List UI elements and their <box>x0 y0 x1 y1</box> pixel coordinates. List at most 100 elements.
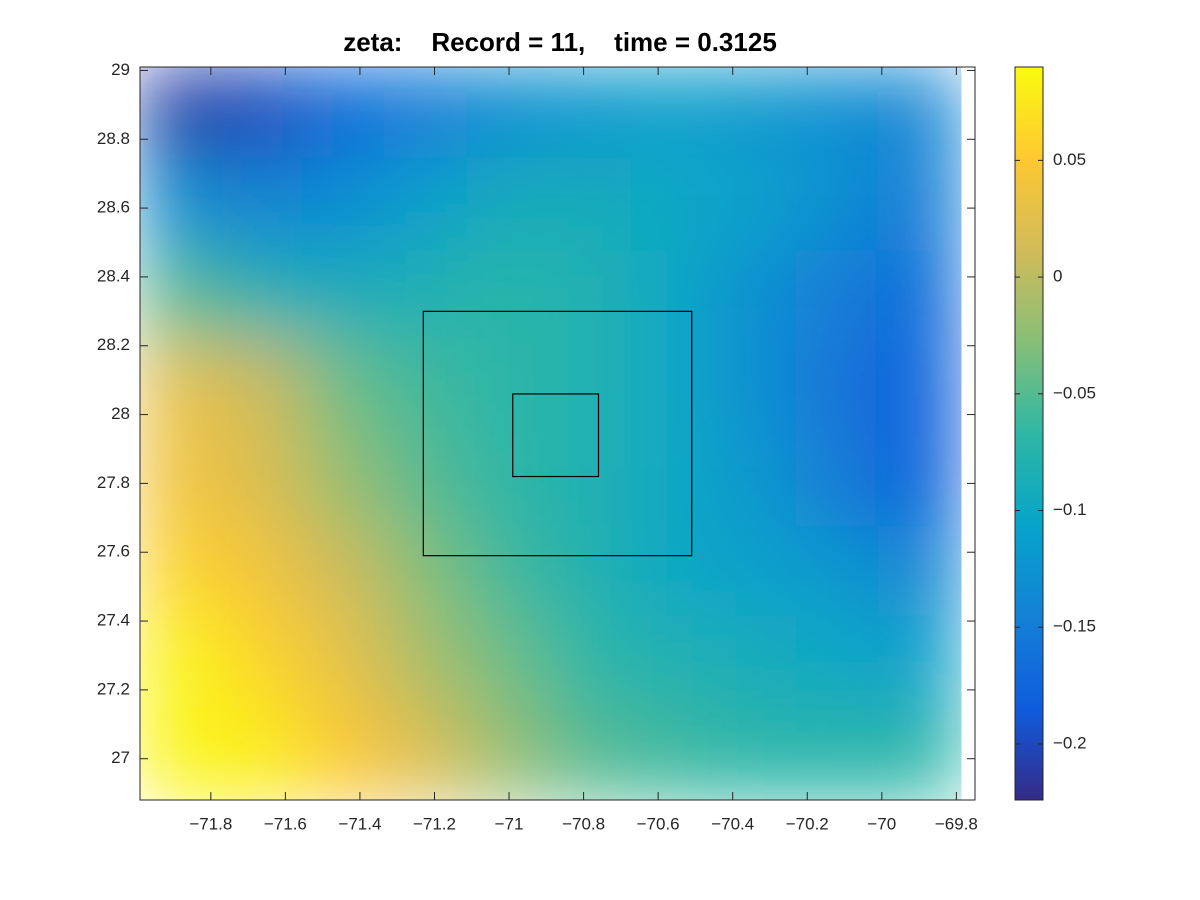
heat-cell <box>220 433 306 527</box>
x-tick-label: −71 <box>495 814 524 833</box>
colorbar-tick-label: −0.1 <box>1053 500 1087 519</box>
heat-cell <box>302 67 388 159</box>
heat-cell <box>466 616 552 709</box>
axes-frame <box>139 66 976 801</box>
heat-cell <box>466 708 552 800</box>
heat-cell <box>384 158 470 251</box>
heat-cell <box>220 708 306 800</box>
heat-cell <box>712 67 798 159</box>
heat-cell <box>466 158 552 251</box>
heat-cell <box>384 340 470 434</box>
heat-cell <box>140 67 224 159</box>
heat-cell <box>548 67 634 159</box>
heat-cell <box>630 523 716 616</box>
heat-cell <box>466 523 552 616</box>
heat-cell <box>302 708 388 800</box>
heat-cell <box>876 247 962 341</box>
heat-cell <box>712 433 798 527</box>
heat-cell <box>548 708 634 800</box>
heat-cell <box>794 433 880 527</box>
heat-cell <box>712 340 798 434</box>
y-tick-label: 27.6 <box>97 542 130 561</box>
heat-cell <box>302 247 388 341</box>
heat-cell <box>384 247 470 341</box>
x-tick-label: −71.4 <box>338 814 381 833</box>
heat-cell <box>548 158 634 251</box>
heat-cell <box>140 433 224 527</box>
heat-cell <box>794 247 880 341</box>
heatmap <box>140 67 962 800</box>
heat-cell <box>876 433 962 527</box>
x-tick-label: −71.2 <box>413 814 456 833</box>
x-tick-label: −70.2 <box>786 814 829 833</box>
heat-cell <box>794 708 880 800</box>
heat-cell <box>712 616 798 709</box>
colorbar-tick-label: 0.05 <box>1053 150 1086 169</box>
y-tick-label: 27.4 <box>97 611 130 630</box>
heat-cell <box>140 340 224 434</box>
heat-cell <box>220 67 306 159</box>
y-tick-label: 28.8 <box>97 129 130 148</box>
colorbar-tick-label: 0 <box>1053 267 1062 286</box>
heat-cell <box>548 247 634 341</box>
heat-cell <box>384 523 470 616</box>
heat-cell <box>794 67 880 159</box>
heat-cell <box>220 158 306 251</box>
y-tick-label: 28 <box>111 404 130 423</box>
y-tick-label: 27 <box>111 748 130 767</box>
heat-cell <box>466 67 552 159</box>
heat-cell <box>384 67 470 159</box>
chart-title: zeta: Record = 11, time = 0.3125 <box>343 27 777 57</box>
colorbar-tick-label: −0.05 <box>1053 383 1096 402</box>
nest-box <box>422 310 693 557</box>
heat-cell <box>630 708 716 800</box>
colorbar <box>1014 66 1044 801</box>
heat-cell <box>876 708 962 800</box>
heat-cell <box>876 616 962 709</box>
heat-cell <box>876 340 962 434</box>
heat-cell <box>630 158 716 251</box>
heat-cell <box>220 340 306 434</box>
heat-cell <box>466 340 552 434</box>
colorbar-tick-label: −0.15 <box>1053 617 1096 636</box>
colorbar-tick-label: −0.2 <box>1053 733 1087 752</box>
plot-area <box>140 67 962 800</box>
heat-cell <box>794 158 880 251</box>
heat-cell <box>630 247 716 341</box>
heat-cell <box>548 340 634 434</box>
heat-cell <box>630 340 716 434</box>
heat-cell <box>876 158 962 251</box>
heat-cell <box>712 158 798 251</box>
heat-cell <box>630 616 716 709</box>
heat-cell <box>140 158 224 251</box>
heat-cell <box>384 616 470 709</box>
heat-cell <box>302 616 388 709</box>
x-tick-label: −69.8 <box>935 814 978 833</box>
heat-cell <box>548 616 634 709</box>
y-tick-label: 27.8 <box>97 473 130 492</box>
heat-cell <box>384 708 470 800</box>
heat-cell <box>302 523 388 616</box>
y-tick-label: 28.6 <box>97 198 130 217</box>
y-tick-label: 28.2 <box>97 335 130 354</box>
heat-cell <box>140 616 224 709</box>
y-tick-label: 28.4 <box>97 266 130 285</box>
heat-cell <box>794 616 880 709</box>
x-tick-label: −71.8 <box>189 814 232 833</box>
heat-cell <box>220 247 306 341</box>
heat-cell <box>220 616 306 709</box>
x-tick-label: −71.6 <box>264 814 307 833</box>
heat-cell <box>302 433 388 527</box>
overlay: −71.8 −71.6 −71.4 −71.2 −71 −70.8 −70.6 −70.4 −7… <box>97 60 1096 834</box>
heat-cell <box>466 247 552 341</box>
heat-cell <box>384 433 470 527</box>
heat-cell <box>548 523 634 616</box>
heat-cell <box>140 247 224 341</box>
x-tick-label: −70 <box>867 814 896 833</box>
y-tick-label: 29 <box>111 60 130 79</box>
x-tick-label: −70.4 <box>711 814 754 833</box>
heat-cell <box>302 340 388 434</box>
x-tick-label: −70.8 <box>562 814 605 833</box>
heat-cell <box>140 708 224 800</box>
heat-cell <box>302 158 388 251</box>
